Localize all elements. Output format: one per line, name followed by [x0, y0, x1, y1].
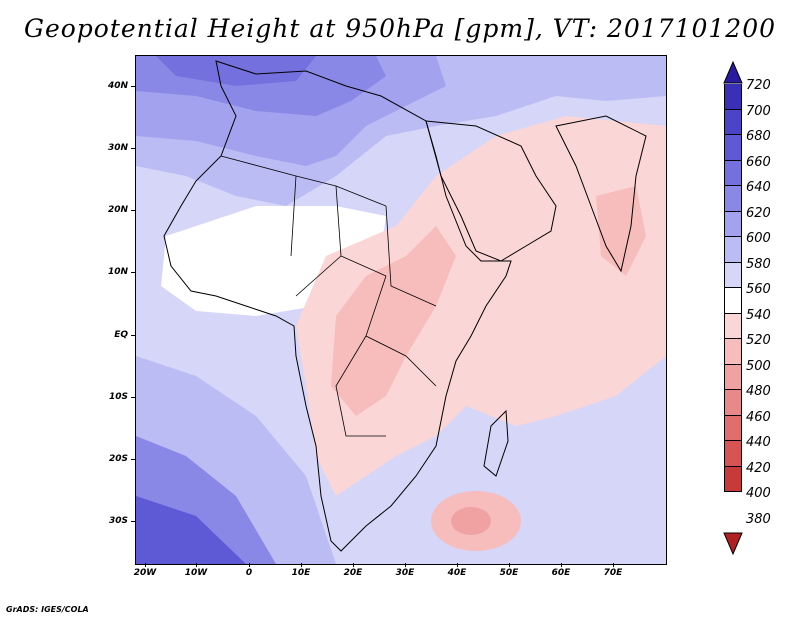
geopotential-field [136, 56, 666, 564]
colorbar-segment [724, 339, 742, 365]
colorbar-segment [724, 135, 742, 161]
colorbar-segment [724, 262, 742, 288]
colorbar-segment [724, 160, 742, 186]
x-tickmark [613, 563, 614, 567]
x-tickmark [145, 563, 146, 567]
footer-credit: GrADS: IGES/COLA [6, 605, 89, 614]
colorbar-label: 680 [746, 129, 771, 144]
field-south-atlantic-deepest [136, 496, 246, 564]
colorbar-segment [724, 237, 742, 263]
y-tickmark [131, 459, 135, 460]
colorbar-label: 500 [746, 358, 771, 374]
colorbar-segment [724, 313, 742, 339]
colorbar-label: 660 [746, 154, 771, 170]
x-tickmark [249, 563, 250, 567]
colorbar-label: 380 [746, 511, 771, 527]
field-high-anomaly [296, 116, 666, 496]
x-tick-label-60e: 60E [551, 568, 571, 578]
colorbar-label: 620 [746, 205, 771, 221]
colorbar-segment [724, 186, 742, 212]
x-tick-label-0: 0 [245, 568, 253, 578]
map-panel [135, 55, 667, 565]
colorbar-label: 720 [746, 78, 771, 93]
x-tick-label-70e: 70E [603, 568, 623, 578]
colorbar-label: 640 [746, 180, 771, 195]
coastline-south-asia [555, 115, 647, 273]
y-tickmark [131, 521, 135, 522]
x-tick-label-50e: 50E [499, 568, 519, 578]
field-north-deepest [156, 56, 316, 86]
coastline-madagascar [483, 409, 509, 477]
field-india-high [596, 186, 646, 276]
y-tickmark [131, 335, 135, 336]
colorbar-label: 700 [746, 103, 771, 119]
x-tick-label-40e: 40E [447, 568, 467, 578]
colorbar-label: 420 [746, 460, 771, 476]
colorbar-segment [724, 288, 742, 314]
colorbar-segment [724, 84, 742, 110]
colorbar-label: 520 [746, 333, 771, 348]
x-tickmark [561, 563, 562, 567]
colorbar-label: 580 [746, 256, 771, 272]
field-south-indian-core [451, 507, 491, 535]
x-tickmark [405, 563, 406, 567]
x-tick-label-10e: 10E [291, 568, 311, 578]
y-tickmark [131, 148, 135, 149]
colorbar-segment [724, 211, 742, 237]
x-tickmark [353, 563, 354, 567]
colorbar-label: 540 [746, 307, 771, 323]
x-tick-label-20e: 20E [343, 568, 363, 578]
y-tickmark [131, 86, 135, 87]
country-borders [220, 155, 437, 437]
y-tickmark [131, 397, 135, 398]
y-tick-label-20n: 20N [107, 205, 128, 215]
colorbar-segment [724, 415, 742, 441]
y-tick-label-30n: 30N [107, 143, 128, 153]
colorbar-top-arrow [723, 60, 743, 84]
x-tickmark [457, 563, 458, 567]
x-tickmark [301, 563, 302, 567]
x-tickmark [196, 563, 197, 567]
y-tickmark [131, 210, 135, 211]
colorbar-segment [724, 364, 742, 390]
field-high-core [331, 226, 456, 416]
colorbar-segment [724, 390, 742, 416]
colorbar-bottom-arrow [723, 532, 743, 556]
colorbar-label: 560 [746, 282, 771, 297]
colorbar-label: 480 [746, 384, 771, 399]
colorbar-segment [724, 466, 742, 492]
x-tick-label-30e: 30E [395, 568, 415, 578]
colorbar-segment [724, 441, 742, 467]
y-tick-label-40n: 40N [107, 81, 128, 91]
y-tick-label-30s: 30S [108, 516, 128, 526]
x-tickmark [509, 563, 510, 567]
y-tick-label-eq: EQ [114, 330, 128, 340]
colorbar-label: 400 [746, 486, 771, 501]
coastline-arabia [425, 120, 557, 262]
y-tick-label-10s: 10S [108, 392, 128, 402]
colorbar-label: 460 [746, 409, 771, 425]
x-tick-label-20w: 20W [133, 568, 157, 578]
x-tick-label-10w: 10W [184, 568, 208, 578]
map-title: Geopotential Height at 950hPa [gpm], VT:… [23, 14, 777, 43]
colorbar-segment [724, 109, 742, 135]
colorbar-label: 600 [746, 231, 771, 246]
colorbar-label: 440 [746, 435, 771, 450]
y-tickmark [131, 272, 135, 273]
y-tick-label-10n: 10N [107, 267, 128, 277]
y-tick-label-20s: 20S [108, 454, 128, 464]
